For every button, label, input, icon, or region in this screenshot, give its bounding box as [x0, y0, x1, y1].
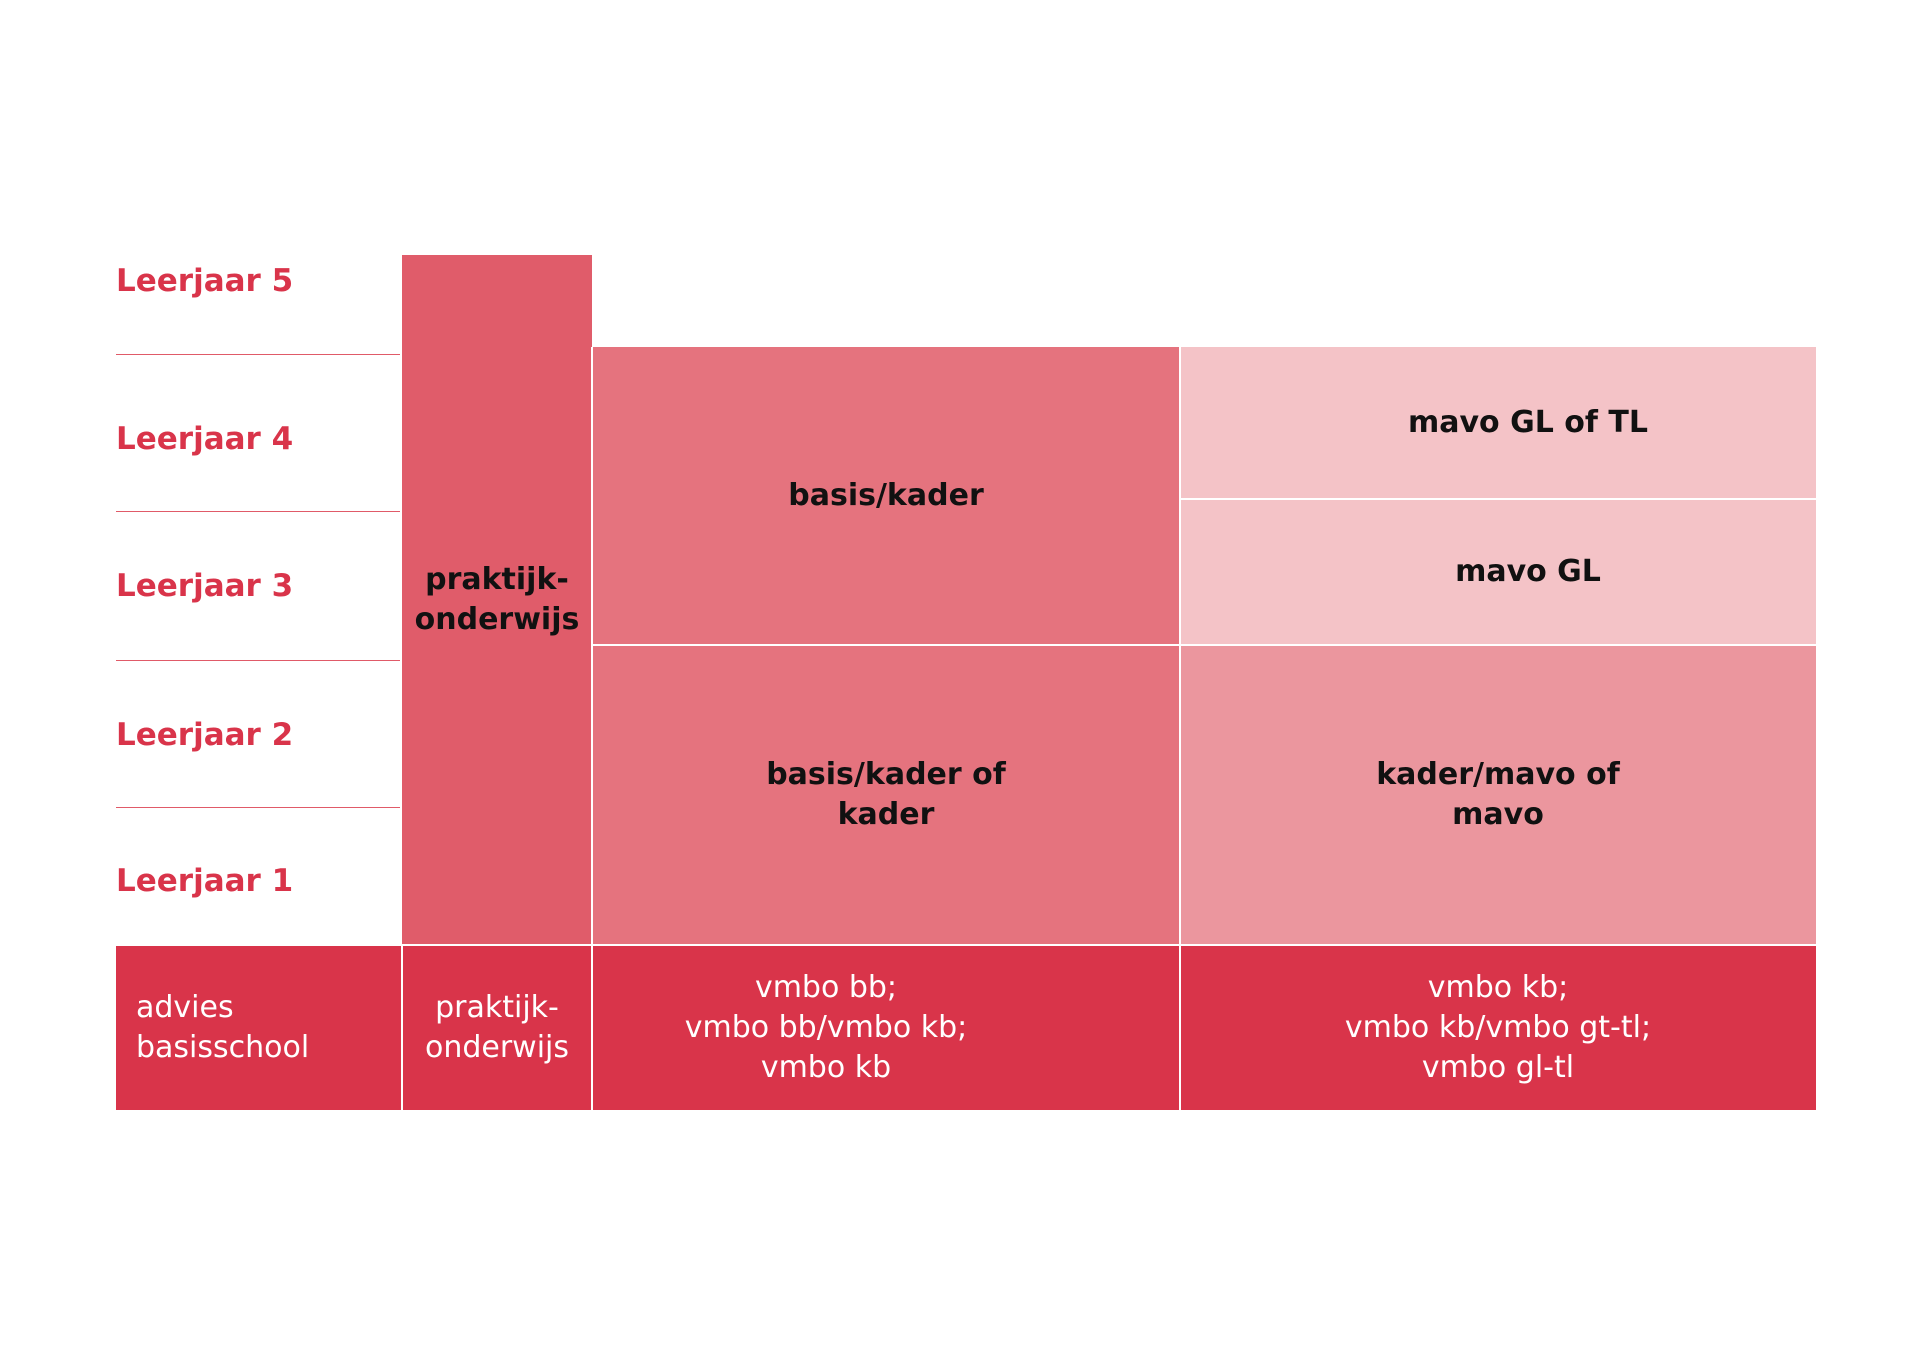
row-separator	[116, 944, 1816, 946]
year-divider	[116, 807, 400, 808]
advice-vmbo-bb-kb-cell: vmbo bb; vmbo bb/vmbo kb; vmbo kb	[592, 946, 1180, 1110]
advice-vmbo-kb-gt-cell: vmbo kb; vmbo kb/vmbo gt-tl; vmbo gl-tl	[1180, 946, 1816, 1110]
row-separator	[592, 644, 1816, 646]
row-separator	[1180, 498, 1816, 500]
year-label-4: Leerjaar 4	[116, 421, 294, 457]
column-separator	[1179, 347, 1181, 1110]
advice-praktijk-label: praktijk- onderwijs	[424, 990, 570, 1065]
column-separator	[591, 347, 593, 1110]
advice-vmbo-bb-kb-label: vmbo bb; vmbo bb/vmbo kb; vmbo kb	[684, 970, 968, 1085]
year-label-1: Leerjaar 1	[116, 863, 294, 899]
basis-kader-lower-block: basis/kader of kader	[592, 645, 1180, 944]
column-separator	[401, 944, 403, 1110]
year-label-3: Leerjaar 3	[116, 568, 294, 604]
kader-mavo-block: kader/mavo of mavo	[1180, 645, 1816, 944]
basis-kader-lower-label: basis/kader of kader	[766, 756, 1006, 832]
mavo-gl-label: mavo GL	[1455, 554, 1601, 589]
advies-basisschool-label: advies basisschool	[136, 990, 310, 1065]
year-label-5: Leerjaar 5	[116, 263, 294, 299]
mavo-gl-tl-label: mavo GL of TL	[1408, 405, 1648, 440]
advice-vmbo-kb-gt-label: vmbo kb; vmbo kb/vmbo gt-tl; vmbo gl-tl	[1344, 970, 1652, 1085]
advice-praktijk-cell: praktijk- onderwijs	[402, 946, 592, 1110]
basis-kader-upper-block: basis/kader	[592, 347, 1180, 645]
year-label-2: Leerjaar 2	[116, 717, 294, 753]
year-divider	[116, 660, 400, 661]
basis-kader-upper-label: basis/kader	[788, 478, 984, 513]
advies-basisschool-header: advies basisschool	[116, 946, 402, 1110]
praktijkonderwijs-label: praktijk- onderwijs	[414, 561, 580, 637]
year-divider	[116, 511, 400, 512]
mavo-gl-block: mavo GL	[1180, 499, 1816, 645]
mavo-gl-tl-block: mavo GL of TL	[1180, 347, 1816, 499]
kader-mavo-label: kader/mavo of mavo	[1376, 756, 1620, 832]
praktijkonderwijs-block: praktijk- onderwijs	[402, 255, 592, 944]
year-divider	[116, 354, 400, 355]
